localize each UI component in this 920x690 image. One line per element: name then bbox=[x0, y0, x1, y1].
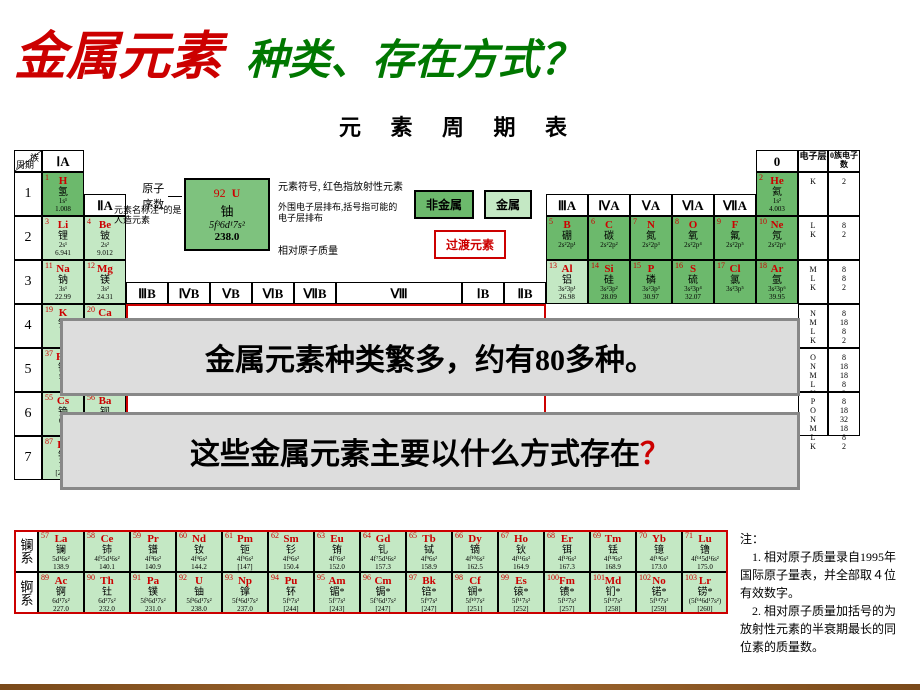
element-cell: 12Mg镁3s²24.31 bbox=[84, 260, 126, 304]
element-cell: 9F氟2s²2p⁵ bbox=[714, 216, 756, 260]
info-box-2: 这些金属元素主要以什么方式存在？ bbox=[60, 412, 800, 490]
element-cell: 95Am镅*5f⁷7s²[243] bbox=[314, 572, 360, 614]
element-cell: 62Sm钐4f⁶6s²150.4 bbox=[268, 530, 314, 572]
element-cell: 65Tb铽4f⁹6s²158.9 bbox=[406, 530, 452, 572]
element-cell: 63Eu铕4f⁷6s²152.0 bbox=[314, 530, 360, 572]
bottom-bar bbox=[0, 684, 920, 690]
element-cell: 15P磷3s²3p³30.97 bbox=[630, 260, 672, 304]
element-cell: 18Ar氩3s²3p⁶39.95 bbox=[756, 260, 798, 304]
info-box-1: 金属元素种类繁多，约有80多种。 bbox=[60, 318, 800, 396]
element-cell: 14Si硅3s²3p²28.09 bbox=[588, 260, 630, 304]
element-cell: 71Lu镥4f¹⁴5d¹6s²175.0 bbox=[682, 530, 728, 572]
element-cell: 59Pr镨4f³6s²140.9 bbox=[130, 530, 176, 572]
element-cell: 99Es锿*5f¹¹7s²[252] bbox=[498, 572, 544, 614]
element-cell: 10Ne氖2s²2p⁶ bbox=[756, 216, 798, 260]
element-cell: 89Ac锕6d¹7s²227.0 bbox=[38, 572, 84, 614]
element-cell: 101Md钔*5f¹³7s²[258] bbox=[590, 572, 636, 614]
element-cell: 92U铀5f³6d¹7s²238.0 bbox=[176, 572, 222, 614]
element-cell: 96Cm锔*5f⁷6d¹7s²[247] bbox=[360, 572, 406, 614]
title-sub: 种类、存在方式？ bbox=[246, 26, 582, 87]
element-cell: 64Gd钆4f⁷5d¹6s²157.3 bbox=[360, 530, 406, 572]
footnotes: 注： 1. 相对原子质量录自1995年国际原子量表，并全部取４位有效数字。 2.… bbox=[740, 530, 905, 656]
element-cell: 103Lr铹*(5f¹⁴6d¹7s²)[260] bbox=[682, 572, 728, 614]
element-cell: 61Pm钷4f⁵6s²[147] bbox=[222, 530, 268, 572]
element-cell: 57La镧5d¹6s²138.9 bbox=[38, 530, 84, 572]
element-cell: 102No锘*5f¹⁴7s²[259] bbox=[636, 572, 682, 614]
element-cell: 93Np镎5f⁴6d¹7s²237.0 bbox=[222, 572, 268, 614]
element-cell: 97Bk锫*5f⁹7s²[247] bbox=[406, 572, 452, 614]
element-cell: 8O氧2s²2p⁴ bbox=[672, 216, 714, 260]
element-cell: 66Dy镝4f¹⁰6s²162.5 bbox=[452, 530, 498, 572]
element-cell: 68Er铒4f¹²6s²167.3 bbox=[544, 530, 590, 572]
pt-title: 元 素 周 期 表 bbox=[14, 110, 904, 142]
element-cell: 5B硼2s²2p¹ bbox=[546, 216, 588, 260]
element-cell: 17Cl氯3s²3p⁵ bbox=[714, 260, 756, 304]
element-cell: 91Pa镤5f²6d¹7s²231.0 bbox=[130, 572, 176, 614]
slide-title: 金属元素 种类、存在方式？ bbox=[14, 14, 582, 89]
element-cell: 6C碳2s²2p² bbox=[588, 216, 630, 260]
element-cell: 13Al铝3s²3p¹26.98 bbox=[546, 260, 588, 304]
element-cell: 60Nd钕4f⁴6s²144.2 bbox=[176, 530, 222, 572]
element-cell: 69Tm铥4f¹³6s²168.9 bbox=[590, 530, 636, 572]
title-main: 金属元素 bbox=[14, 14, 222, 89]
element-cell: 11Na钠3s¹22.99 bbox=[42, 260, 84, 304]
element-cell: 100Fm镄*5f¹²7s²[257] bbox=[544, 572, 590, 614]
element-cell: 2He氦1s²4.003 bbox=[756, 172, 798, 216]
element-cell: 67Ho钬4f¹¹6s²164.9 bbox=[498, 530, 544, 572]
element-cell: 1H氢1s¹1.008 bbox=[42, 172, 84, 216]
element-cell: 58Ce铈4f¹5d¹6s²140.1 bbox=[84, 530, 130, 572]
element-cell: 16S硫3s²3p⁴32.07 bbox=[672, 260, 714, 304]
element-cell: 7N氮2s²2p³ bbox=[630, 216, 672, 260]
element-cell: 3Li锂2s¹6.941 bbox=[42, 216, 84, 260]
element-cell: 94Pu钚5f⁶7s²[244] bbox=[268, 572, 314, 614]
element-cell: 90Th钍6d²7s²232.0 bbox=[84, 572, 130, 614]
element-cell: 98Cf锎*5f¹⁰7s²[251] bbox=[452, 572, 498, 614]
element-cell: 70Yb镱4f¹⁴6s²173.0 bbox=[636, 530, 682, 572]
